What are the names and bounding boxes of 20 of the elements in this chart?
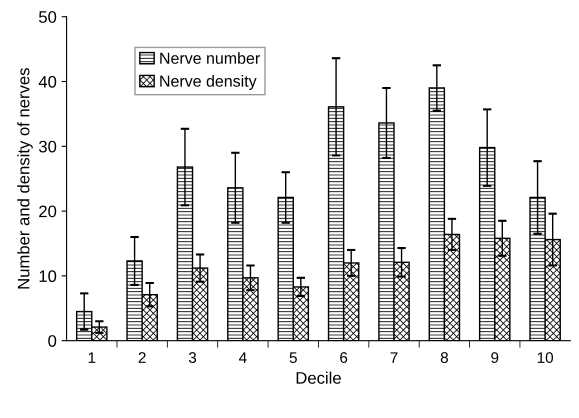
y-tick-label: 0 [48,335,56,347]
x-tick-label: 10 [538,352,554,364]
x-tick-label: 1 [88,352,96,363]
x-tick-label: 9 [491,352,498,364]
y-tick-label: 20 [39,205,56,218]
legend-label: Nerve number [160,52,260,64]
x-axis-title: Decile [296,372,341,384]
x-tick-label: 8 [440,352,448,364]
x-tick-label: 4 [238,352,247,363]
x-tick-label: 2 [138,352,146,363]
y-axis-title: Number and density of nerves [17,68,33,288]
x-tick-label: 5 [290,352,297,364]
y-tick-label: 50 [38,11,56,23]
x-tick-label: 7 [390,352,398,363]
y-tick-label: 40 [38,76,56,88]
y-tick-label: 30 [38,140,56,153]
x-tick-label: 3 [188,352,196,364]
y-tick-label: 10 [40,270,56,282]
legend-label: Nerve density [160,75,257,90]
x-tick-label: 6 [340,352,348,364]
